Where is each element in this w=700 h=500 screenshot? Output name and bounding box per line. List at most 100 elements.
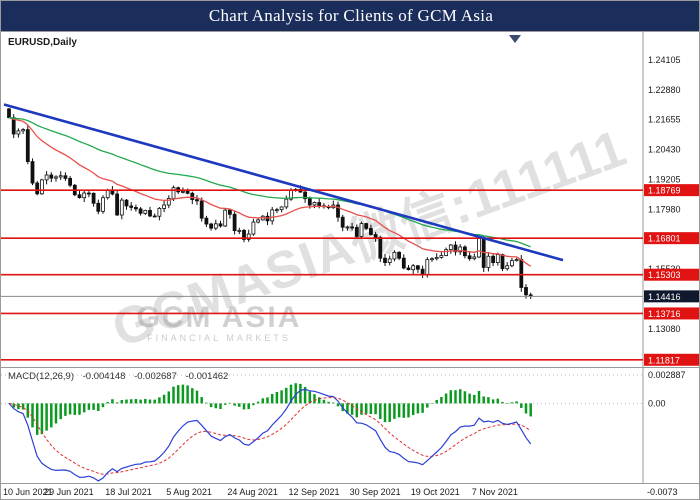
macd-histogram-bar xyxy=(524,403,528,414)
macd-histogram-bar xyxy=(449,390,453,404)
macd-histogram-bar xyxy=(520,403,523,408)
macd-histogram-bar xyxy=(313,394,316,404)
macd-histogram-bar xyxy=(463,391,467,404)
bear-candle xyxy=(218,223,223,227)
bull-candle xyxy=(251,221,256,235)
macd-histogram-bar xyxy=(440,396,443,404)
time-axis-label: 29 Jun 2021 xyxy=(44,487,94,497)
macd-histogram-bar xyxy=(139,399,142,404)
time-axis-label: 19 Oct 2021 xyxy=(410,487,460,497)
macd-histogram-bar xyxy=(148,399,152,404)
bear-candle xyxy=(63,175,68,179)
macd-histogram-bar xyxy=(496,398,500,404)
price-badge-label: 1.13716 xyxy=(648,309,681,319)
brand-watermark-subtitle: FINANCIAL MARKETS xyxy=(147,333,291,343)
bull-candle xyxy=(425,259,430,276)
bear-candle xyxy=(467,255,472,260)
price-chart[interactable]: 1.24105 1.22880 1.21655 1.20430 1.19205 1.179… xyxy=(1,31,700,367)
macd-histogram-bar xyxy=(172,386,175,404)
macd-histogram-bar xyxy=(270,393,274,404)
bear-candle xyxy=(133,207,138,210)
price-badge xyxy=(644,268,699,281)
macd-histogram-bar xyxy=(299,383,302,404)
window-title: Chart Analysis for Clients of GCM Asia xyxy=(208,6,494,25)
macd-histogram-bar xyxy=(120,399,124,404)
macd-histogram-bar xyxy=(242,403,246,410)
bear-candle xyxy=(340,216,345,228)
slow-ma-green[interactable] xyxy=(8,116,531,248)
bull-candle xyxy=(279,206,284,211)
macd-histogram-bar xyxy=(505,403,509,404)
macd-histogram-bar xyxy=(374,403,377,415)
macd-histogram-bar xyxy=(73,403,77,415)
time-axis-label: 24 Aug 2021 xyxy=(227,487,278,497)
bull-candle xyxy=(166,198,171,206)
macd-histogram-bar xyxy=(186,385,189,404)
bull-candle xyxy=(21,129,26,132)
bear-candle xyxy=(317,202,322,207)
bear-candle xyxy=(115,193,119,216)
macd-histogram-bar xyxy=(106,402,109,404)
bear-candle xyxy=(195,199,199,202)
macd-histogram-bar xyxy=(317,397,321,404)
bull-candle xyxy=(439,255,444,258)
bull-candle xyxy=(213,223,218,229)
time-axis-label: 10 Jun 2021 xyxy=(3,487,53,497)
macd-histogram-bar xyxy=(510,402,514,404)
bear-candle xyxy=(519,259,524,288)
macd-histogram-bar xyxy=(421,403,424,413)
bear-candle xyxy=(350,226,355,229)
macd-histogram-bar xyxy=(468,393,471,404)
macd-histogram-bar xyxy=(252,403,255,406)
macd-histogram-bar xyxy=(346,403,349,414)
macd-histogram-bar xyxy=(473,394,476,404)
bull-candle xyxy=(54,176,58,179)
bull-candle xyxy=(105,189,110,199)
macd-histogram-bar xyxy=(402,403,406,418)
bull-candle xyxy=(477,237,481,258)
bear-candle xyxy=(209,223,214,229)
macd-histogram-bar xyxy=(426,403,429,408)
macd-histogram-bar xyxy=(350,403,354,415)
price-badge-label: 1.11817 xyxy=(648,355,680,365)
macd-histogram-bar xyxy=(223,403,227,405)
macd-hist-value: -0.001462 xyxy=(185,371,229,382)
macd-histogram-bar xyxy=(294,383,297,404)
bull-candle xyxy=(444,249,449,256)
bear-candle xyxy=(30,161,35,184)
macd-histogram-bar xyxy=(256,401,260,404)
macd-histogram-bar xyxy=(111,399,114,404)
macd-histogram-bar xyxy=(247,403,250,410)
bear-candle xyxy=(524,287,528,296)
brand-watermark-title: GCM ASIA xyxy=(136,301,302,334)
bear-candle xyxy=(383,257,387,263)
time-axis-label: 5 Aug 2021 xyxy=(166,487,212,497)
price-badge-label: 1.14416 xyxy=(648,292,681,302)
bear-candle xyxy=(91,192,96,204)
bull-candle xyxy=(171,187,176,199)
macd-histogram-bar xyxy=(209,403,213,408)
bear-candle xyxy=(528,294,533,297)
bear-candle xyxy=(199,200,204,219)
macd-histogram-bar xyxy=(17,403,20,410)
fast-ma-red[interactable] xyxy=(8,116,532,267)
bear-candle xyxy=(453,244,458,253)
macd-histogram-bar xyxy=(280,390,283,404)
macd-histogram-bar xyxy=(191,388,194,404)
bull-candle xyxy=(162,204,167,209)
macd-histogram-bar xyxy=(308,391,312,404)
macd-histogram-bar xyxy=(78,403,81,415)
macd-histogram-bar xyxy=(444,393,448,404)
macd-histogram-bar xyxy=(397,403,401,418)
bull-candle xyxy=(256,219,261,223)
bear-candle xyxy=(406,267,411,271)
macd-signal-line xyxy=(8,396,531,475)
macd-histogram-bar xyxy=(144,398,147,404)
macd-histogram-bar xyxy=(40,403,44,435)
time-axis-label: 12 Sep 2021 xyxy=(288,487,340,497)
macd-histogram-bar xyxy=(322,399,326,404)
price-badge xyxy=(644,290,699,303)
descending-trendline[interactable] xyxy=(3,103,564,262)
macd-panel[interactable]: 0.002887 0.00 xyxy=(1,367,700,483)
bear-candle xyxy=(500,254,505,270)
